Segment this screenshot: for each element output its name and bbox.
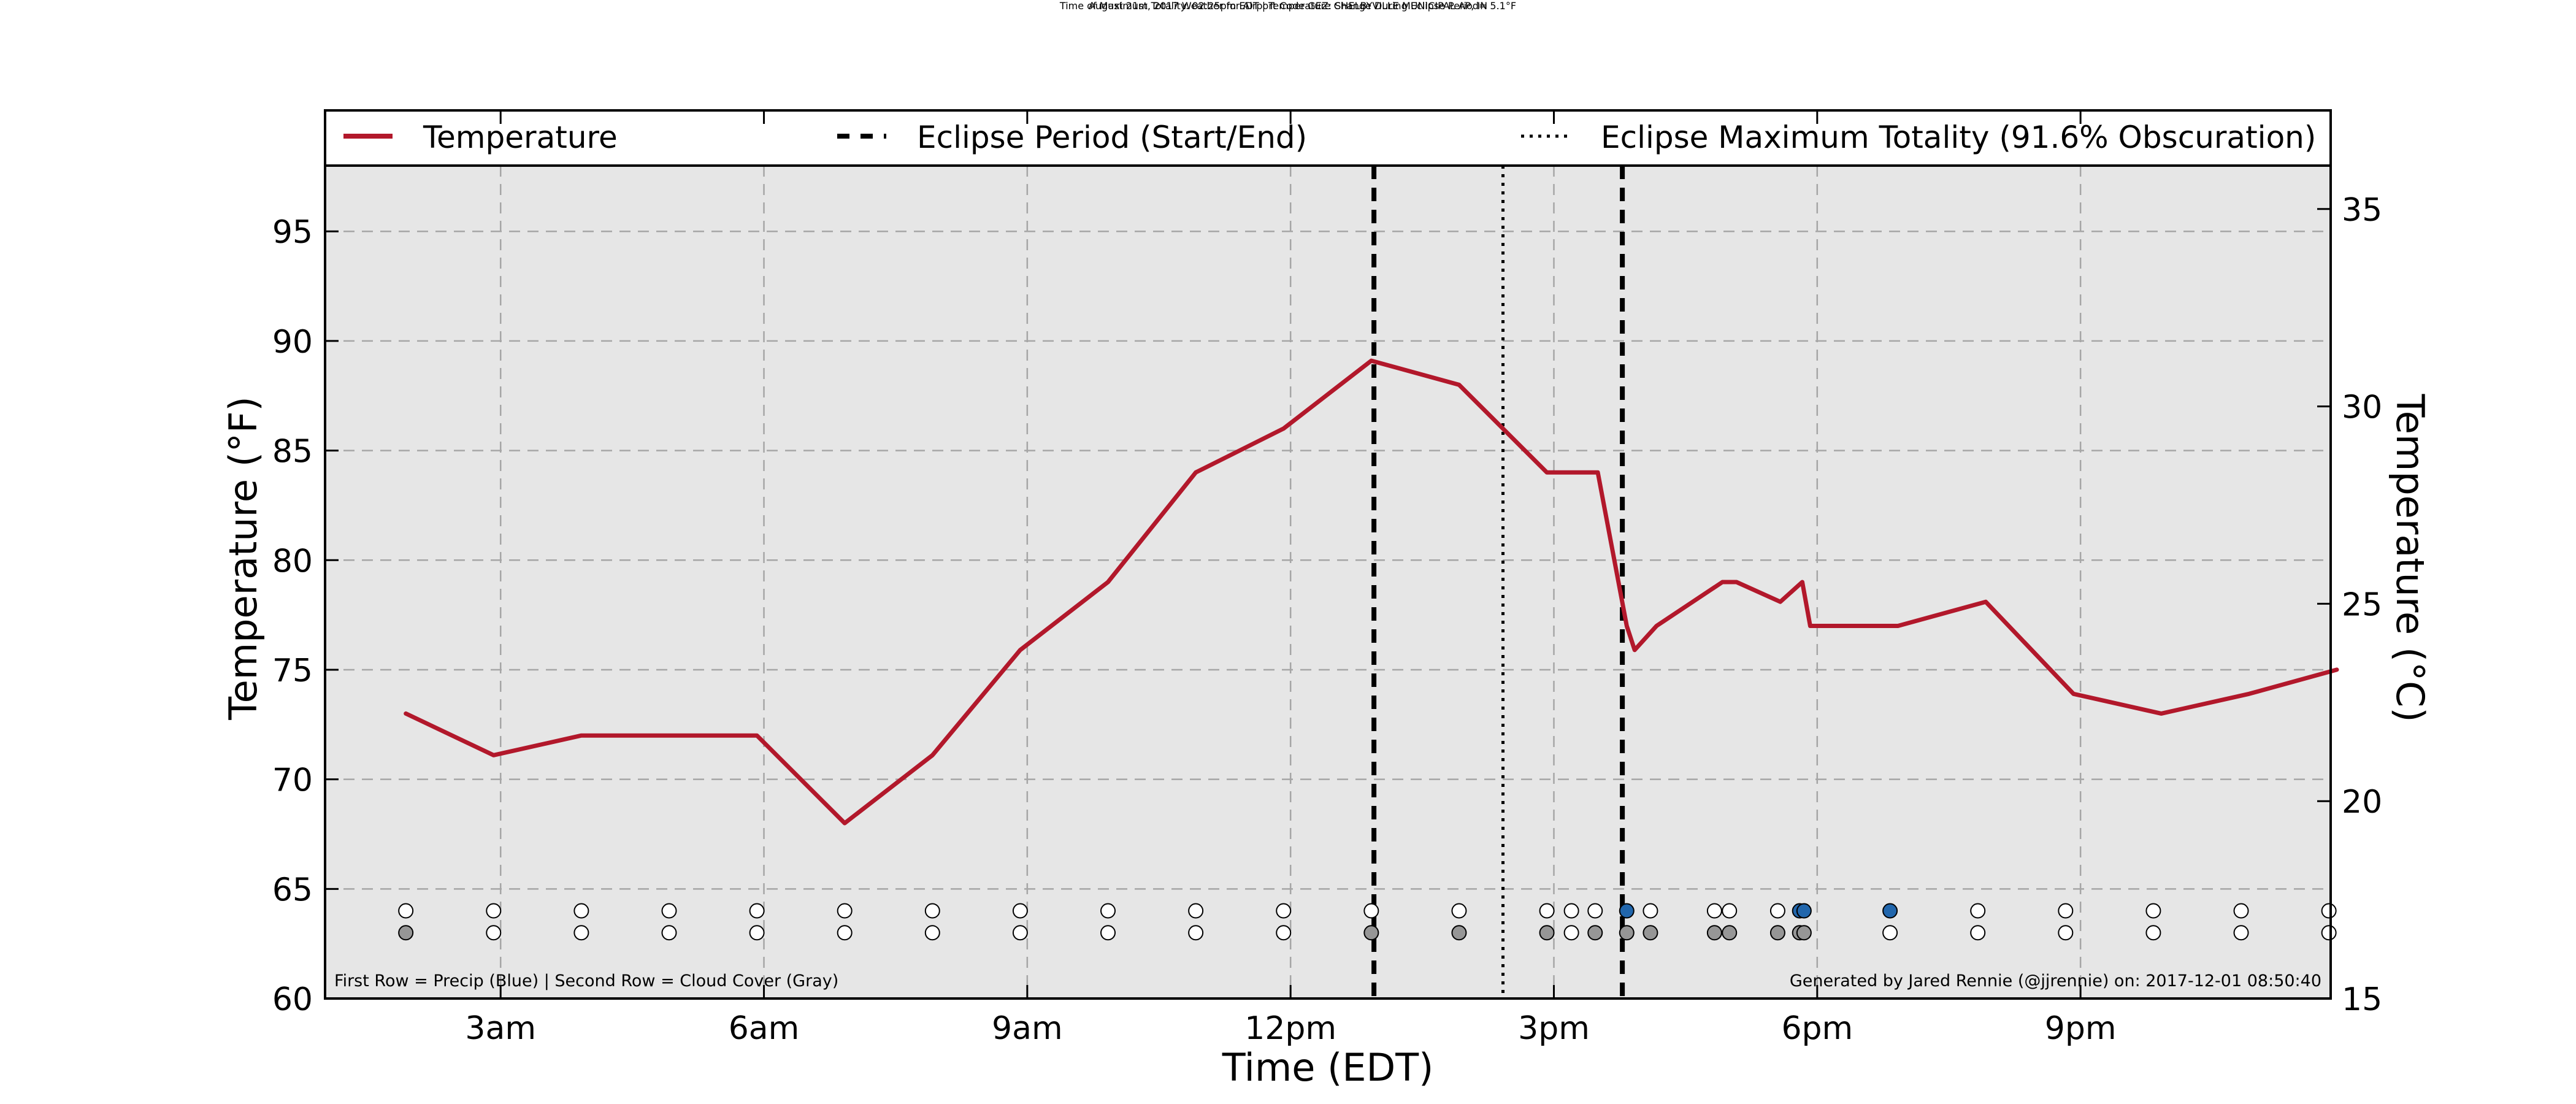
cloud-marker [573,925,589,941]
precip-marker [2233,903,2249,919]
precip-marker [486,903,502,919]
y-tick-label-right: 25 [2342,586,2382,623]
cloud-marker [1012,925,1028,941]
cloud-marker [1100,925,1116,941]
precip-marker [1970,903,1986,919]
y-tick-label: 65 [272,872,313,908]
precip-marker [1769,903,1785,919]
precip-marker [1188,903,1204,919]
cloud-marker [1188,925,1204,941]
y-tick-label: 60 [272,981,313,1018]
precip-marker [1882,903,1898,919]
cloud-marker [1722,925,1738,941]
x-tick-label: 12pm [1244,1010,1336,1047]
y-tick-label: 75 [272,653,313,689]
precip-marker [1539,903,1555,919]
x-tick-label: 6pm [1781,1010,1853,1047]
precip-marker [1587,903,1603,919]
precip-marker [1276,903,1292,919]
cloud-marker [1363,925,1379,941]
cloud-marker [1970,925,1986,941]
y-tick-label: 85 [272,434,313,470]
precip-marker [573,903,589,919]
plot-frame [324,109,2332,1000]
x-tick-label: 3am [465,1010,536,1047]
cloud-marker [1796,925,1812,941]
precip-marker [1363,903,1379,919]
footnote-left: First Row = Precip (Blue) | Second Row =… [334,972,838,991]
y-tick-label-right: 15 [2342,981,2382,1018]
precip-marker [661,903,677,919]
precip-marker [2321,903,2337,919]
plot-area [325,166,2331,999]
cloud-marker [1563,925,1579,941]
cloud-marker [1451,925,1467,941]
cloud-marker [486,925,502,941]
cloud-marker [1769,925,1785,941]
precip-marker [1451,903,1467,919]
precip-marker [924,903,940,919]
y-tick-label: 90 [272,324,313,361]
y-tick-label: 80 [272,543,313,580]
cloud-marker [2233,925,2249,941]
cloud-marker [1619,925,1635,941]
precip-marker [1722,903,1738,919]
cloud-marker [924,925,940,941]
legend-label: Eclipse Period (Start/End) [917,120,1307,155]
chart-subtitle: Time of Maximum Totality: 02:25pm EDT | … [1059,0,1517,12]
precip-marker [1012,903,1028,919]
temperature-line [404,358,2339,826]
x-tick-label: 9am [992,1010,1063,1047]
cloud-marker [1706,925,1722,941]
precip-marker [398,903,414,919]
cloud-marker [1276,925,1292,941]
precip-marker [1643,903,1658,919]
cloud-marker [837,925,853,941]
cloud-marker [2321,925,2337,941]
x-tick-label: 3pm [1518,1010,1590,1047]
cloud-marker [2058,925,2074,941]
y-tick-label: 70 [272,762,313,799]
precip-marker [2058,903,2074,919]
precip-marker [1619,903,1635,919]
cloud-marker [398,925,414,941]
precip-marker [1706,903,1722,919]
y-axis-label-right: Temperature (°C) [2388,393,2432,722]
x-tick-label: 6am [729,1010,800,1047]
cloud-marker [2145,925,2161,941]
cloud-marker [749,925,765,941]
cloud-marker [1539,925,1555,941]
chart-title: August 21st, 2017 Weather for Airport Co… [1088,0,1488,12]
cloud-marker [1587,925,1603,941]
cloud-marker [1882,925,1898,941]
legend-label: Eclipse Maximum Totality (91.6% Obscurat… [1601,120,2316,155]
y-tick-label-right: 30 [2342,389,2382,426]
precip-marker [837,903,853,919]
precip-marker [2145,903,2161,919]
cloud-marker [661,925,677,941]
y-tick-label-right: 20 [2342,784,2382,821]
precip-marker [749,903,765,919]
precip-marker [1796,903,1812,919]
y-tick-label-right: 35 [2342,192,2382,229]
precip-marker [1100,903,1116,919]
y-axis-label: Temperature (°F) [221,396,266,720]
x-tick-label: 9pm [2045,1010,2117,1047]
cloud-marker [1643,925,1658,941]
legend-label: Temperature [423,120,618,155]
precip-marker [1563,903,1579,919]
y-tick-label: 95 [272,214,313,251]
footnote-right: Generated by Jared Rennie (@jjrennie) on… [1790,972,2321,991]
x-axis-label: Time (EDT) [1222,1045,1434,1090]
